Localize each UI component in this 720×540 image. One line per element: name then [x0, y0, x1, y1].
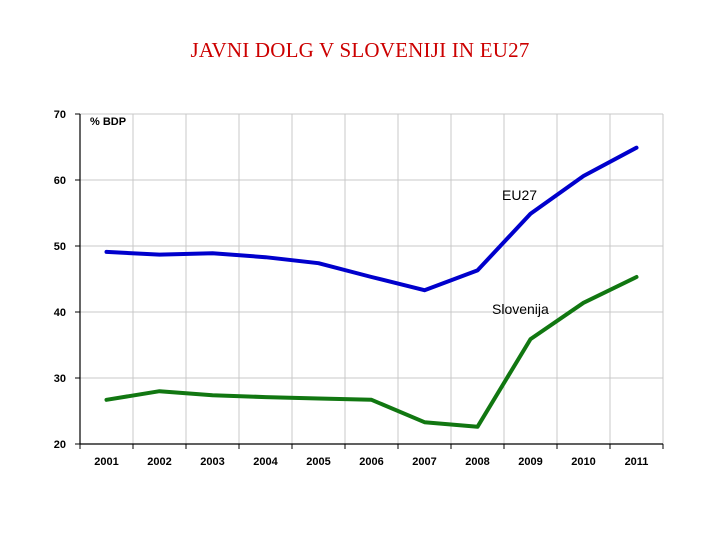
- series-lines: [104, 145, 639, 429]
- series-line-eu27: [104, 145, 639, 293]
- y-tick-label: 50: [54, 241, 66, 253]
- x-tick-label: 2002: [147, 456, 171, 468]
- x-tick-label: 2008: [465, 456, 489, 468]
- series-line-slovenija: [104, 275, 639, 429]
- series-label-eu27: EU27: [502, 187, 537, 203]
- y-tick-label: 40: [54, 307, 66, 319]
- x-tick-label: 2009: [518, 456, 542, 468]
- x-tick-label: 2007: [412, 456, 436, 468]
- chart-title: JAVNI DOLG V SLOVENIJI IN EU27: [190, 38, 530, 62]
- y-tick-label: 30: [54, 373, 66, 385]
- series-label-slovenija: Slovenija: [492, 301, 549, 317]
- x-tick-label: 2003: [200, 456, 224, 468]
- y-tick-label: 70: [54, 109, 66, 121]
- series-labels: EU27 Slovenija: [492, 187, 549, 317]
- x-tick-label: 2011: [625, 456, 649, 468]
- x-tick-label: 2010: [571, 456, 595, 468]
- y-tick-label: 20: [54, 439, 66, 451]
- x-tick-label: 2006: [359, 456, 383, 468]
- grid-lines: [80, 113, 664, 444]
- y-tick-labels: 20 30 40 50 60 70: [54, 109, 66, 451]
- x-tick-label: 2001: [94, 456, 118, 468]
- y-axis-unit-label: % BDP: [90, 116, 126, 128]
- y-tick-label: 60: [54, 175, 66, 187]
- x-tick-label: 2004: [253, 456, 278, 468]
- x-tick-label: 2005: [306, 456, 330, 468]
- x-tick-labels: 2001 2002 2003 2004 2005 2006 2007 2008 2009 2010…: [94, 456, 648, 468]
- axes: [75, 113, 664, 449]
